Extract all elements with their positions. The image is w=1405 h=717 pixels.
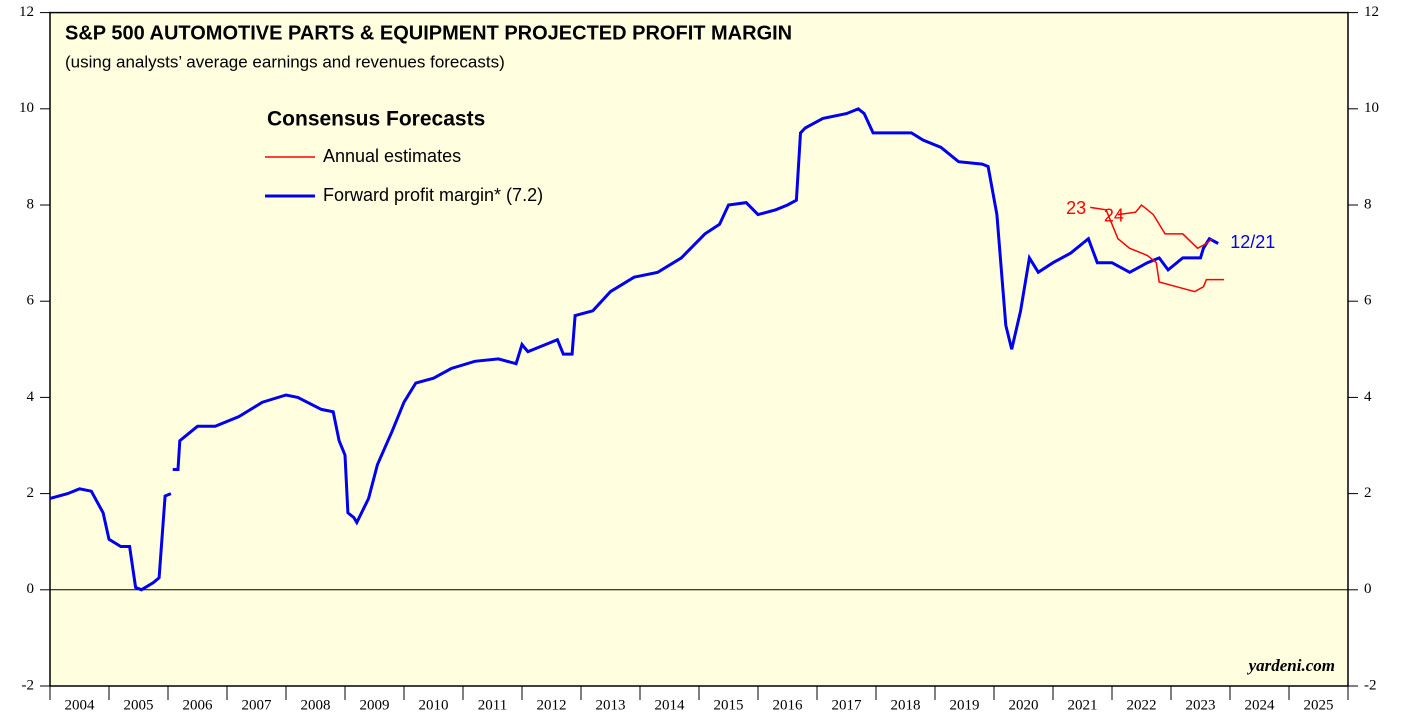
x-tick-label: 2005 <box>124 697 154 713</box>
chart-subtitle: (using analysts’ average earnings and re… <box>65 52 505 71</box>
y-tick-label: -2 <box>22 677 35 693</box>
x-tick-label: 2012 <box>537 697 567 713</box>
chart-title: S&P 500 AUTOMOTIVE PARTS & EQUIPMENT PRO… <box>65 22 792 44</box>
x-tick-label: 2024 <box>1245 697 1276 713</box>
legend-title: Consensus Forecasts <box>267 108 485 131</box>
y-tick-label: 8 <box>27 196 35 212</box>
y-tick-label: 6 <box>27 293 35 309</box>
y2-tick-label: 2 <box>1364 485 1372 501</box>
annotation: 12/21 <box>1230 232 1275 252</box>
x-tick-label: 2016 <box>773 697 804 713</box>
y2-tick-label: 8 <box>1364 196 1372 212</box>
y2-tick-label: 10 <box>1364 100 1379 116</box>
source: yardeni.com <box>1247 656 1335 675</box>
x-tick-label: 2004 <box>65 697 96 713</box>
plot-area <box>49 11 1349 687</box>
x-tick-label: 2023 <box>1186 697 1216 713</box>
x-tick-label: 2015 <box>714 697 744 713</box>
x-tick-label: 2014 <box>655 697 686 713</box>
y-tick-label: 4 <box>27 389 35 405</box>
y-tick-label: 10 <box>19 100 34 116</box>
y2-tick-label: 6 <box>1364 293 1372 309</box>
legend-label: Forward profit margin* (7.2) <box>323 185 543 205</box>
series-line <box>1090 206 1225 293</box>
x-tick-label: 2018 <box>891 697 921 713</box>
x-tick-label: 2017 <box>832 697 863 713</box>
x-tick-label: 2007 <box>242 697 273 713</box>
x-tick-label: 2006 <box>183 697 214 713</box>
series-label: 23 <box>1066 198 1086 218</box>
x-tick-label: 2021 <box>1068 697 1098 713</box>
y-tick-label: 0 <box>27 581 35 597</box>
x-tick-label: 2013 <box>596 697 626 713</box>
y2-tick-label: 4 <box>1364 389 1372 405</box>
y2-tick-label: 12 <box>1364 4 1379 20</box>
x-tick-label: 2020 <box>1009 697 1039 713</box>
y-tick-label: 2 <box>27 485 35 501</box>
x-tick-label: 2019 <box>950 697 980 713</box>
y-tick-label: 12 <box>19 4 34 20</box>
series-label: 24 <box>1104 205 1124 225</box>
x-tick-label: 2022 <box>1127 697 1157 713</box>
x-tick-label: 2008 <box>301 697 331 713</box>
x-tick-label: 2011 <box>478 697 507 713</box>
series-line <box>1117 203 1213 250</box>
y2-tick-label: 0 <box>1364 581 1372 597</box>
x-tick-label: 2025 <box>1304 697 1334 713</box>
series-line <box>49 107 1219 592</box>
x-tick-label: 2010 <box>419 697 449 713</box>
y2-tick-label: -2 <box>1364 677 1377 693</box>
legend-label: Annual estimates <box>323 146 461 166</box>
x-tick-label: 2009 <box>360 697 390 713</box>
